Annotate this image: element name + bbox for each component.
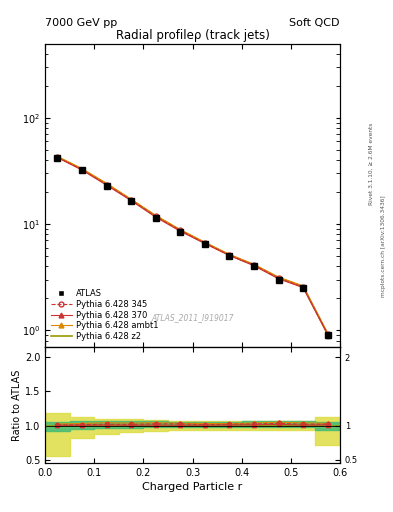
Text: ATLAS_2011_I919017: ATLAS_2011_I919017 bbox=[151, 313, 234, 323]
Y-axis label: Ratio to ATLAS: Ratio to ATLAS bbox=[12, 369, 22, 441]
Legend: ATLAS, Pythia 6.428 345, Pythia 6.428 370, Pythia 6.428 ambt1, Pythia 6.428 z2: ATLAS, Pythia 6.428 345, Pythia 6.428 37… bbox=[50, 288, 160, 343]
Text: mcplots.cern.ch [arXiv:1306.3436]: mcplots.cern.ch [arXiv:1306.3436] bbox=[381, 195, 386, 296]
Text: 7000 GeV pp: 7000 GeV pp bbox=[45, 18, 118, 28]
Text: Soft QCD: Soft QCD bbox=[290, 18, 340, 28]
X-axis label: Charged Particle r: Charged Particle r bbox=[142, 482, 243, 493]
Title: Radial profileρ (track jets): Radial profileρ (track jets) bbox=[116, 29, 270, 42]
Text: Rivet 3.1.10, ≥ 2.6M events: Rivet 3.1.10, ≥ 2.6M events bbox=[369, 123, 374, 205]
